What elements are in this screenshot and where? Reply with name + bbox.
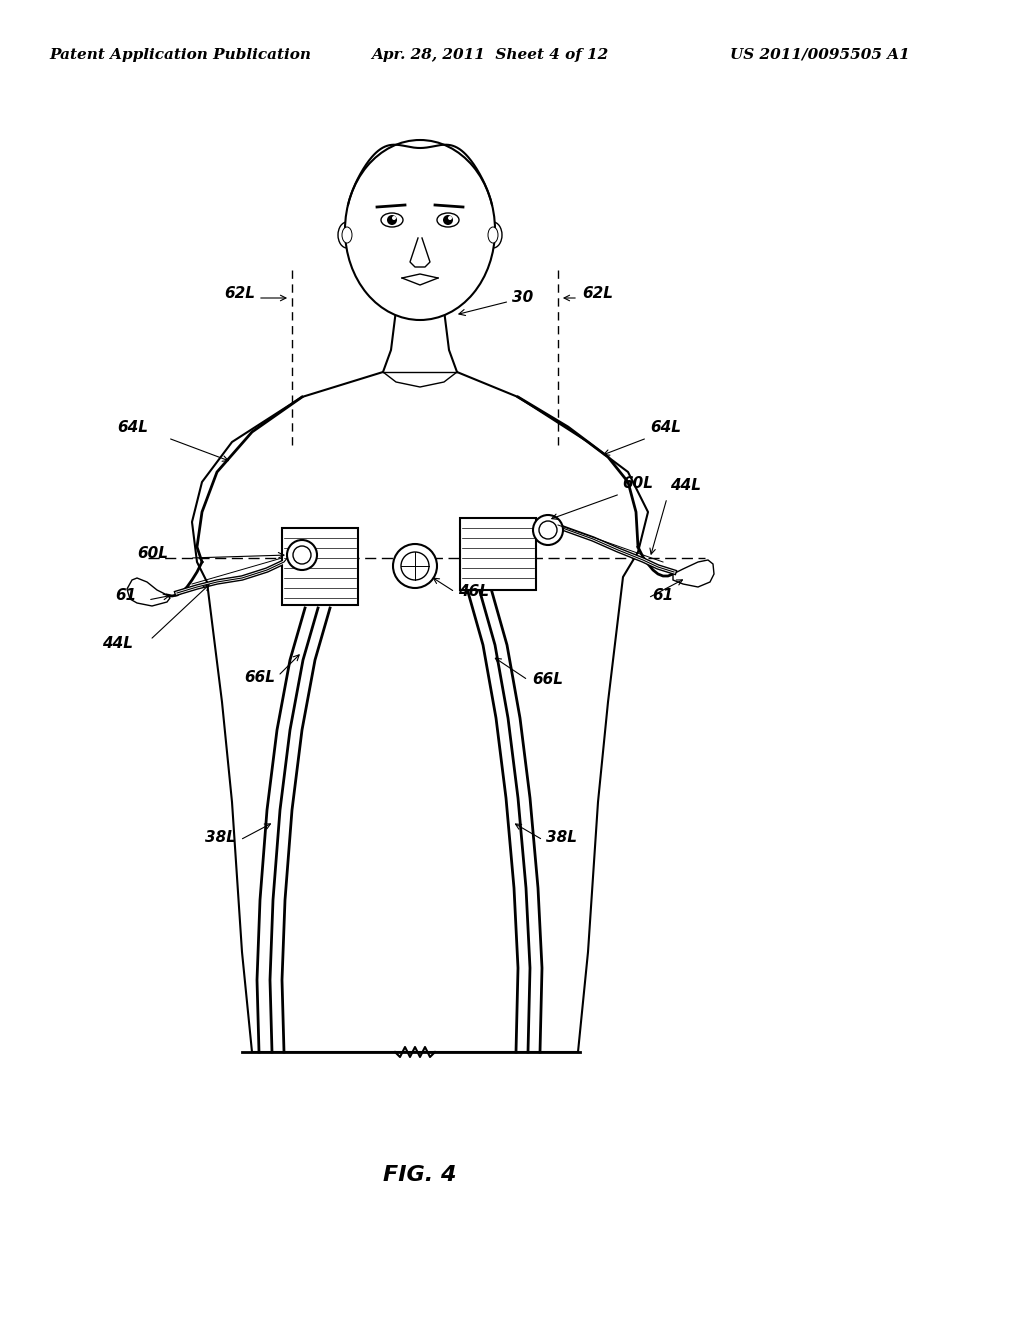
Text: 60L: 60L [137,546,168,561]
Ellipse shape [488,227,498,243]
Polygon shape [127,578,170,606]
Text: US 2011/0095505 A1: US 2011/0095505 A1 [730,48,910,62]
Text: 44L: 44L [102,636,133,651]
Text: 46L: 46L [458,583,489,599]
Polygon shape [460,517,536,590]
Text: Patent Application Publication: Patent Application Publication [49,48,311,62]
Text: 44L: 44L [670,478,701,492]
Circle shape [387,215,397,224]
Ellipse shape [345,140,495,319]
Text: 30: 30 [459,290,534,315]
Text: 64L: 64L [117,420,148,436]
Ellipse shape [484,222,502,248]
Text: 64L: 64L [650,420,681,436]
Text: 66L: 66L [532,672,563,686]
Circle shape [393,544,437,587]
Circle shape [539,521,557,539]
Text: 62L: 62L [224,286,255,301]
Circle shape [287,540,317,570]
Text: 66L: 66L [244,671,275,685]
Text: 61: 61 [652,587,673,603]
Text: FIG. 4: FIG. 4 [383,1166,457,1185]
Polygon shape [282,528,358,605]
Circle shape [443,215,453,224]
Text: 60L: 60L [622,477,653,491]
Text: 38L: 38L [546,830,577,845]
Circle shape [293,546,311,564]
Circle shape [449,216,452,220]
Text: 38L: 38L [205,830,236,845]
Ellipse shape [338,222,356,248]
Text: 62L: 62L [582,286,613,301]
Ellipse shape [342,227,352,243]
Ellipse shape [381,213,403,227]
Circle shape [401,552,429,579]
Circle shape [534,515,563,545]
Polygon shape [673,560,714,587]
Ellipse shape [437,213,459,227]
Text: Apr. 28, 2011  Sheet 4 of 12: Apr. 28, 2011 Sheet 4 of 12 [372,48,608,62]
Circle shape [392,216,396,220]
Text: 61: 61 [115,587,136,603]
